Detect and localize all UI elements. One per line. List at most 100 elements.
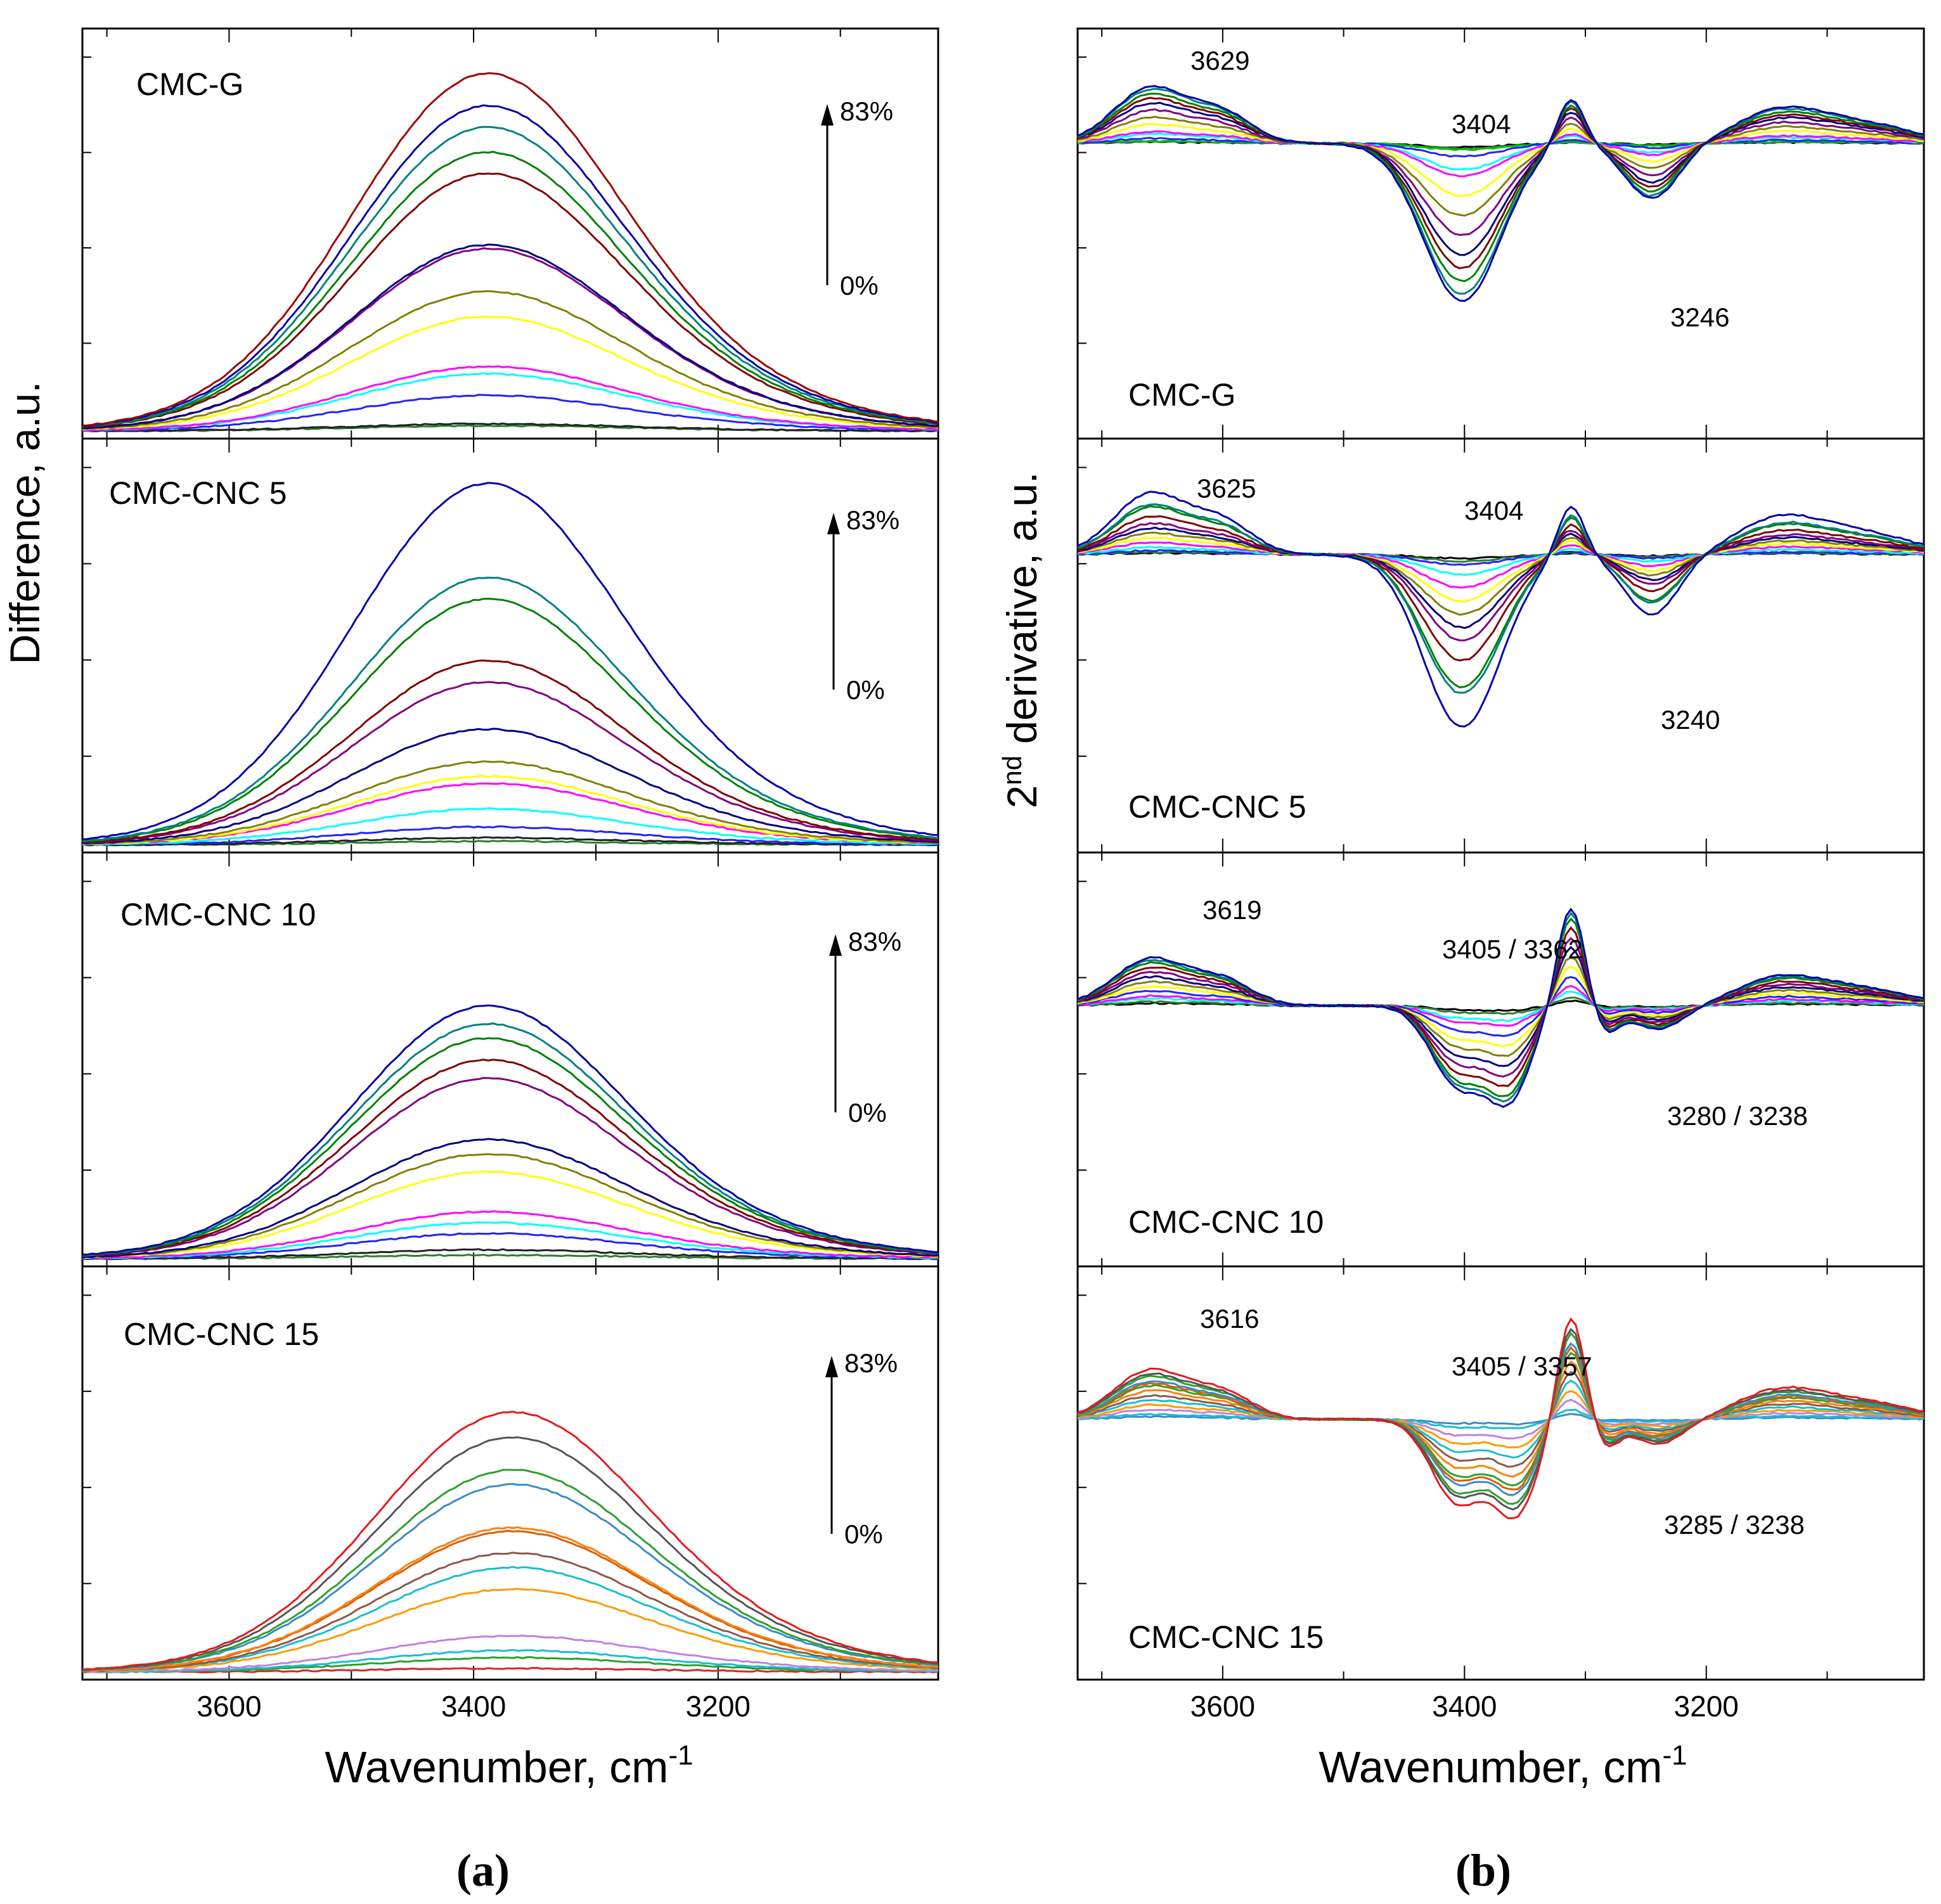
humidity-arrow-head	[825, 1356, 838, 1377]
derivative-line	[1077, 136, 1925, 158]
panel-b-label: (b)	[1455, 1845, 1511, 1896]
derivative-line	[1077, 93, 1925, 283]
spectrum-line	[82, 782, 938, 846]
derivative-line	[1077, 536, 1925, 603]
spectrum-line	[82, 172, 939, 428]
spectrum-line	[82, 681, 939, 844]
derivative-line	[1077, 132, 1925, 170]
arrow-top-label: 83%	[846, 505, 900, 535]
derivative-line	[1077, 139, 1925, 151]
x-tick-label: 3600	[1190, 1690, 1255, 1723]
b-ylabel-base: 2	[998, 785, 1045, 809]
spectrum-line	[82, 316, 939, 431]
peak-annotation: 3619	[1203, 895, 1261, 925]
derivative-line	[1077, 1342, 1925, 1496]
derivative-line	[1077, 85, 1925, 302]
peak-annotation: 3404	[1464, 496, 1523, 525]
subplot-b-label: CMC-CNC 5	[1128, 789, 1306, 825]
peak-annotation: 3285 / 3238	[1664, 1510, 1805, 1540]
spectrum-line	[82, 1436, 939, 1671]
derivative-line	[1077, 515, 1925, 662]
subplot-a-1: CMC-G 83% 0%	[81, 27, 939, 440]
derivative-line	[1077, 130, 1925, 177]
spectrum-line	[82, 72, 939, 427]
spectrum-line	[82, 394, 939, 432]
subplot-b-label: CMC-CNC 15	[1128, 1619, 1324, 1655]
humidity-arrow-head	[827, 513, 840, 534]
spectrum-line	[82, 1138, 939, 1259]
subplot-a-label: CMC-CNC 15	[124, 1316, 319, 1352]
b-ylabel-superscript: nd	[997, 756, 1027, 785]
spectrum-line	[82, 1221, 939, 1259]
spectrum-line	[82, 290, 939, 430]
panel-a-y-axis-label: Difference, a.u.	[1, 382, 48, 664]
spectrum-line	[82, 1022, 939, 1256]
derivative-line	[1077, 531, 1925, 616]
subplot-a-2: CMC-CNC 5 83% 0%	[81, 437, 939, 854]
derivative-line	[1077, 976, 1925, 1038]
spectrum-line	[82, 150, 939, 428]
spectrum-line	[82, 1153, 939, 1259]
spectrum-line	[82, 1552, 939, 1673]
arrow-bottom-label: 0%	[846, 675, 885, 705]
x-tick-label: 3400	[441, 1690, 506, 1723]
derivative-line	[1077, 1328, 1925, 1511]
peak-annotation: 3246	[1670, 302, 1729, 332]
spectrum-line	[82, 1634, 939, 1673]
spectrum-line	[82, 775, 939, 846]
derivative-line	[1077, 541, 1925, 589]
panel-b-x-axis-label: Wavenumber, cm-1	[1319, 1740, 1687, 1792]
subplot-b-2: CMC-CNC 5 3625 3404 3240	[1076, 437, 1925, 854]
subplot-a-label: CMC-CNC 10	[120, 897, 316, 932]
spectrum-line	[82, 1649, 939, 1673]
humidity-arrow-head	[821, 104, 834, 125]
spectrum-line	[82, 1410, 938, 1671]
subplot-a-label: CMC-CNC 5	[109, 475, 287, 511]
arrow-top-label: 83%	[840, 96, 893, 126]
spectrum-line	[82, 836, 939, 847]
derivative-line	[1077, 1408, 1925, 1430]
spectrum-line	[82, 1058, 939, 1258]
humidity-arrow-head	[829, 934, 842, 956]
spectrum-line	[82, 1248, 939, 1261]
peak-annotation: 3616	[1200, 1304, 1259, 1334]
spectrum-line	[82, 807, 939, 846]
derivative-line	[1077, 996, 1925, 1015]
spectrum-line	[82, 125, 939, 428]
derivative-line	[1077, 115, 1925, 217]
x-tick-label: 3600	[197, 1690, 261, 1723]
derivative-line	[1077, 1379, 1925, 1459]
spectrum-line	[82, 1170, 939, 1259]
arrow-top-label: 83%	[848, 927, 901, 956]
derivative-line	[1077, 96, 1925, 269]
derivative-line	[1077, 491, 1925, 728]
derivative-line	[1077, 545, 1925, 576]
peak-annotation: 3240	[1661, 705, 1720, 735]
peak-annotation: 3404	[1452, 109, 1511, 139]
subplot-a-label: CMC-G	[136, 67, 243, 102]
spectrum-line	[82, 422, 939, 433]
derivative-line	[1077, 990, 1925, 1022]
subplot-frame	[1076, 1265, 1925, 1681]
spectrum-line	[82, 576, 939, 842]
derivative-line	[1077, 1390, 1925, 1449]
derivative-line	[1077, 87, 1925, 295]
spectrum-line	[82, 659, 939, 844]
arrow-top-label: 83%	[844, 1348, 898, 1378]
derivative-line	[1077, 1317, 1925, 1519]
a-xlabel-base: Wavenumber, cm	[325, 1742, 668, 1792]
spectrum-line	[82, 1469, 939, 1671]
derivative-line	[1077, 946, 1925, 1067]
derivative-line	[1077, 907, 1925, 1109]
subplot-b-3: CMC-CNC 10 3619 3405 / 3362 3280 / 3238	[1076, 851, 1925, 1268]
derivative-line	[1077, 1370, 1925, 1468]
derivative-line	[1077, 937, 1925, 1078]
x-tick-label: 3400	[1432, 1690, 1497, 1723]
derivative-line	[1077, 1360, 1925, 1478]
spectrum-line	[82, 1526, 939, 1672]
subplot-b-4: 3600 3400 3200 CMC-CNC 15 3616 3405 / 3357 328…	[1076, 1265, 1925, 1723]
spectrum-line	[82, 1077, 939, 1258]
derivative-line	[1078, 1413, 1925, 1426]
